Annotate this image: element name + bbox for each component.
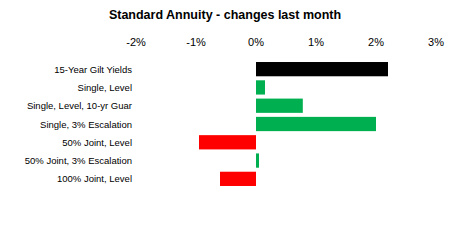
tick-mark: [376, 55, 377, 58]
chart-container: Standard Annuity - changes last month -2%…: [0, 0, 450, 229]
tick-label: 2%: [368, 36, 384, 48]
category-label: Single, Level, 10-yr Guar: [27, 100, 132, 111]
bar: [256, 117, 376, 131]
tick-mark: [136, 55, 137, 58]
bar: [256, 62, 388, 76]
tick-label: 3%: [428, 36, 444, 48]
tick-mark: [436, 55, 437, 58]
category-label: Single, Level: [78, 82, 132, 93]
bars: [199, 62, 388, 186]
category-label: 50% Joint, Level: [62, 137, 132, 148]
tick-label: 1%: [308, 36, 324, 48]
category-label: 15-Year Gilt Yields: [54, 64, 132, 75]
chart-title: Standard Annuity - changes last month: [109, 8, 341, 22]
tick-mark: [196, 55, 197, 58]
tick-label: -1%: [186, 36, 206, 48]
bar: [220, 172, 256, 186]
tick-mark: [316, 55, 317, 58]
category-label: Single, 3% Escalation: [40, 119, 132, 130]
chart-svg: Standard Annuity - changes last month -2%…: [0, 0, 450, 229]
tick-label: -2%: [126, 36, 146, 48]
category-label: 50% Joint, 3% Escalation: [25, 155, 132, 166]
bar: [256, 80, 265, 94]
category-label: 100% Joint, Level: [57, 173, 132, 184]
tick-mark: [256, 55, 257, 58]
bar: [199, 135, 256, 149]
bar: [256, 153, 259, 167]
tick-label: 0%: [248, 36, 264, 48]
bar: [256, 99, 303, 113]
